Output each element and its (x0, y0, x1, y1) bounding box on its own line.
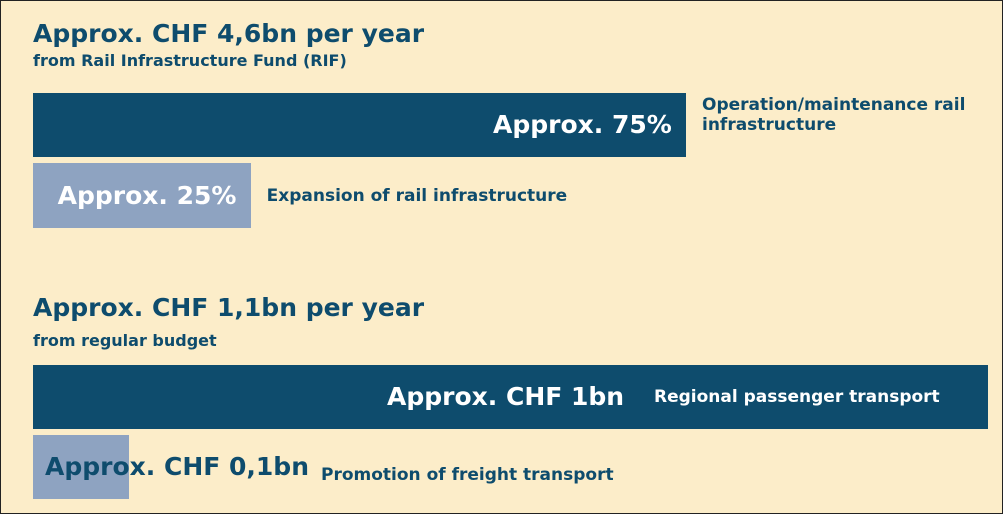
value-label: Approx. 75% (493, 110, 672, 139)
bar (33, 435, 129, 499)
category-label: Promotion of freight transport (321, 465, 614, 485)
category-label: Regional passenger transport (654, 387, 940, 407)
category-label: Expansion of rail infrastructure (266, 185, 568, 206)
value-label: Approx. CHF 1bn (387, 382, 625, 411)
chart-title: Approx. CHF 4,6bn per year (33, 19, 425, 48)
value-label: Approx. 25% (57, 180, 237, 210)
category-label: Operation/maintenance rail infrastructur… (702, 95, 966, 136)
bar (33, 365, 988, 429)
bar (33, 93, 686, 157)
chart-title: Approx. CHF 1,1bn per year (33, 293, 425, 322)
bar (33, 163, 251, 228)
chart-subtitle: from regular budget (33, 331, 217, 350)
chart-subtitle: from Rail Infrastructure Fund (RIF) (33, 51, 347, 70)
value-label: Approx. CHF 0,1bn (45, 452, 310, 481)
